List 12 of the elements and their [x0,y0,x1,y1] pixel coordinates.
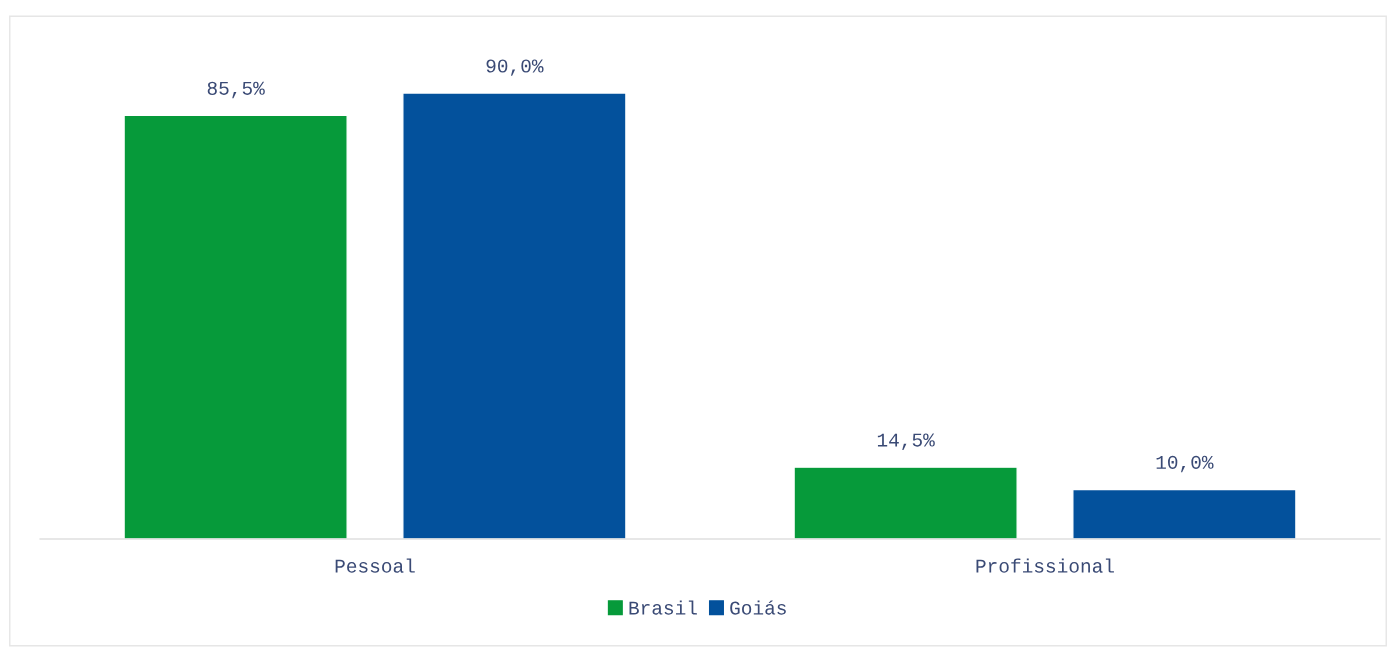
data-label: 85,5% [207,81,265,99]
legend-label: Brasil [629,600,697,615]
bar [1072,488,1297,539]
bar [402,92,627,539]
bar [793,466,1018,539]
legend-label: Goiás [730,600,786,615]
bar [123,114,348,539]
data-label: 10,0% [1156,455,1214,473]
x-tick-label: Pessoal [335,558,415,573]
data-label: 14,5% [877,433,935,450]
x-tick-label: Profissional [976,558,1114,573]
data-label: 90,0% [486,59,544,76]
